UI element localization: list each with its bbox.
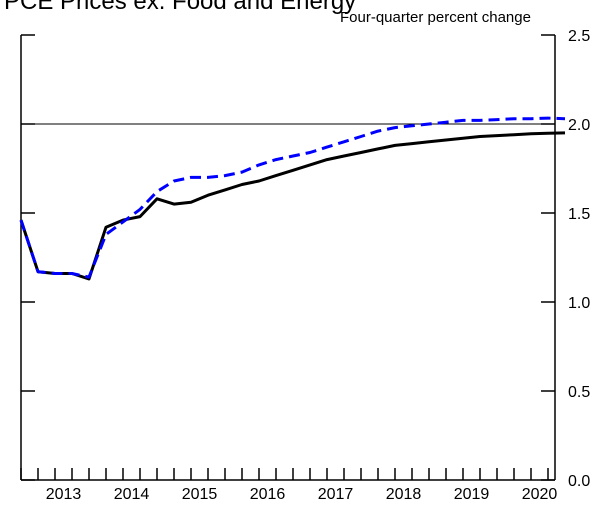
x-tick-label: 2015 <box>182 486 218 503</box>
x-tick-label: 2018 <box>386 486 422 503</box>
x-tick-label: 2019 <box>454 486 490 503</box>
units-label: Four-quarter percent change <box>340 9 531 26</box>
y-tick-label: 2.0 <box>568 117 590 134</box>
x-tick-label: 2014 <box>114 486 150 503</box>
series-line-solid <box>19 131 566 281</box>
y-tick-label: 1.5 <box>568 206 590 223</box>
series-layer <box>19 116 566 281</box>
y-tick-label: 0.0 <box>568 473 590 490</box>
axes-layer <box>20 34 556 481</box>
x-tick-label: 2020 <box>522 486 558 503</box>
labels-layer: 0.0 0.5 1.0 1.5 2.0 2.5 2013 2014 2015 2016 2017 20… <box>46 28 591 503</box>
y-tick-label: 2.5 <box>568 28 590 45</box>
series-line-dashed <box>19 116 566 279</box>
chart-title: PCE Prices ex. Food and Energy <box>4 0 357 15</box>
y-tick-label: 1.0 <box>568 295 590 312</box>
x-tick-label: 2017 <box>318 486 354 503</box>
y-tick-label: 0.5 <box>568 384 590 401</box>
x-tick-label: 2013 <box>46 486 82 503</box>
x-tick-label: 2016 <box>250 486 286 503</box>
